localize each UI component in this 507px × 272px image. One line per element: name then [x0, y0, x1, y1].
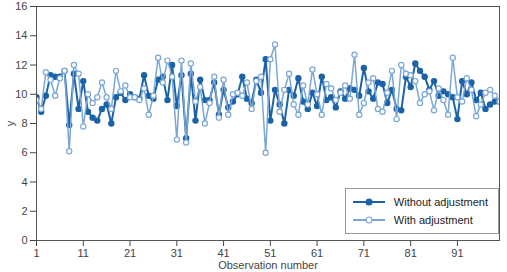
svg-text:0: 0 — [21, 234, 27, 246]
svg-text:Observation number: Observation number — [218, 259, 318, 271]
svg-text:51: 51 — [264, 247, 276, 259]
svg-text:11: 11 — [78, 247, 89, 259]
svg-text:21: 21 — [124, 247, 136, 259]
svg-text:91: 91 — [451, 247, 463, 259]
svg-text:41: 41 — [217, 247, 229, 259]
svg-text:8: 8 — [21, 117, 27, 129]
svg-text:y: y — [4, 120, 16, 126]
svg-text:31: 31 — [171, 247, 183, 259]
svg-text:12: 12 — [15, 59, 27, 71]
svg-text:4: 4 — [21, 176, 27, 188]
svg-text:61: 61 — [311, 247, 323, 259]
svg-text:1: 1 — [33, 247, 39, 259]
html-text:With adjustment: With adjustment — [393, 214, 473, 226]
svg-text:10: 10 — [15, 88, 27, 100]
svg-text:71: 71 — [358, 247, 370, 259]
svg-text:6: 6 — [21, 146, 27, 158]
svg-text:14: 14 — [15, 29, 27, 41]
svg-text:81: 81 — [405, 247, 417, 259]
html-text:Without adjustment: Without adjustment — [393, 196, 488, 208]
svg-text:2: 2 — [21, 205, 27, 217]
svg-text:16: 16 — [15, 0, 27, 12]
